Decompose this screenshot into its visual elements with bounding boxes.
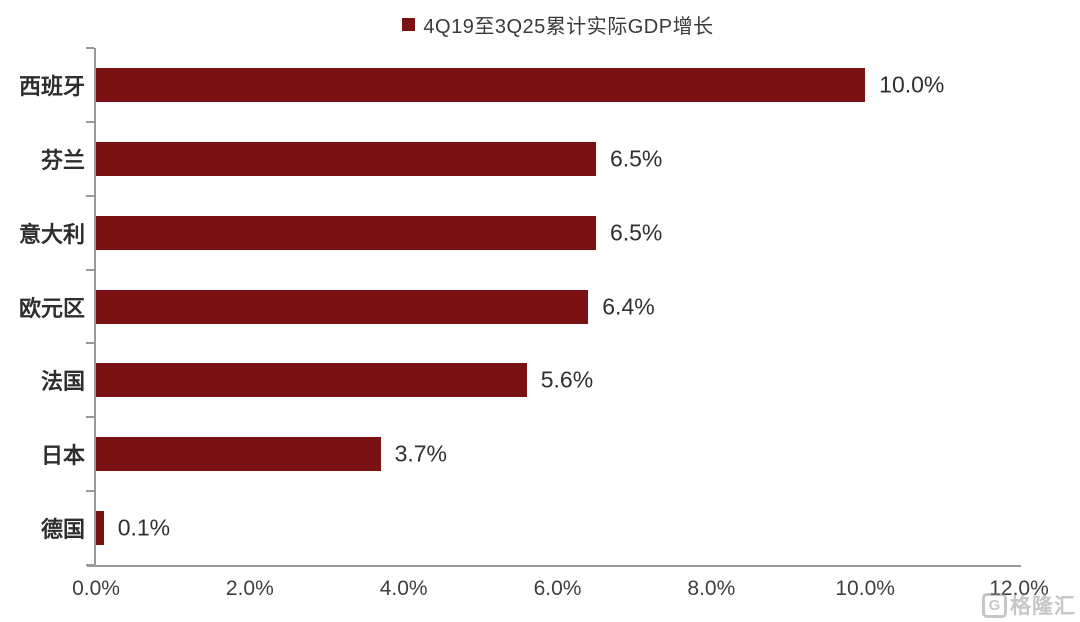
x-axis-tick-label: 2.0% xyxy=(225,577,274,600)
y-axis-tick xyxy=(86,194,94,197)
x-axis-tick-label: 8.0% xyxy=(687,577,736,600)
watermark: G 格隆汇 xyxy=(982,590,1076,620)
bar-segment xyxy=(96,363,527,398)
category-label: 欧元区 xyxy=(18,295,85,321)
y-axis-tick xyxy=(86,268,94,271)
y-axis-tick xyxy=(86,120,94,123)
bar-value-label: 3.7% xyxy=(394,440,448,467)
category-label: 西班牙 xyxy=(18,73,85,99)
x-axis-line xyxy=(87,565,1021,567)
bar-value-label: 6.4% xyxy=(602,293,655,319)
bar-value-label: 6.5% xyxy=(609,145,663,172)
bar-segment xyxy=(96,215,596,250)
gelonghui-logo-icon: G xyxy=(982,592,1007,618)
legend-label: 4Q19至3Q25累计实际GDP增长 xyxy=(423,16,714,38)
y-axis-tick xyxy=(86,564,94,566)
watermark-text: 格隆汇 xyxy=(1010,595,1076,618)
bar-value-label: 10.0% xyxy=(879,71,945,98)
category-label: 日本 xyxy=(40,443,85,469)
category-label: 德国 xyxy=(40,517,85,543)
x-axis-tick-label: 0.0% xyxy=(72,577,120,600)
y-axis-tick xyxy=(86,490,94,493)
bar-segment xyxy=(96,437,381,472)
bar-value-label: 5.6% xyxy=(540,366,594,393)
category-label: 芬兰 xyxy=(40,147,85,173)
bar-value-label: 0.1% xyxy=(117,514,171,541)
bar-segment xyxy=(96,67,866,102)
y-axis-tick xyxy=(86,342,94,345)
y-axis-tick xyxy=(86,47,94,49)
x-axis-tick-label: 6.0% xyxy=(533,577,582,600)
plot-area: 西班牙 10.0% 芬兰 6.5% 意大利 6.5% 欧元区 6.4% 法国 5.6% 日本 3.7%… xyxy=(19,47,1049,600)
legend-swatch-icon xyxy=(402,18,416,31)
chart-legend: 4Q19至3Q25累计实际GDP增长 xyxy=(96,10,1020,39)
bar-segment xyxy=(96,141,596,176)
bar-value-label: 6.5% xyxy=(609,219,663,246)
bar-segment xyxy=(96,511,104,546)
category-label: 法国 xyxy=(40,369,85,395)
x-axis-tick-label: 4.0% xyxy=(379,577,428,600)
x-axis-tick-label: 10.0% xyxy=(835,577,895,600)
y-axis-line xyxy=(94,48,96,565)
bar-segment xyxy=(96,289,589,324)
category-label: 意大利 xyxy=(18,221,85,247)
y-axis-tick xyxy=(86,416,94,419)
